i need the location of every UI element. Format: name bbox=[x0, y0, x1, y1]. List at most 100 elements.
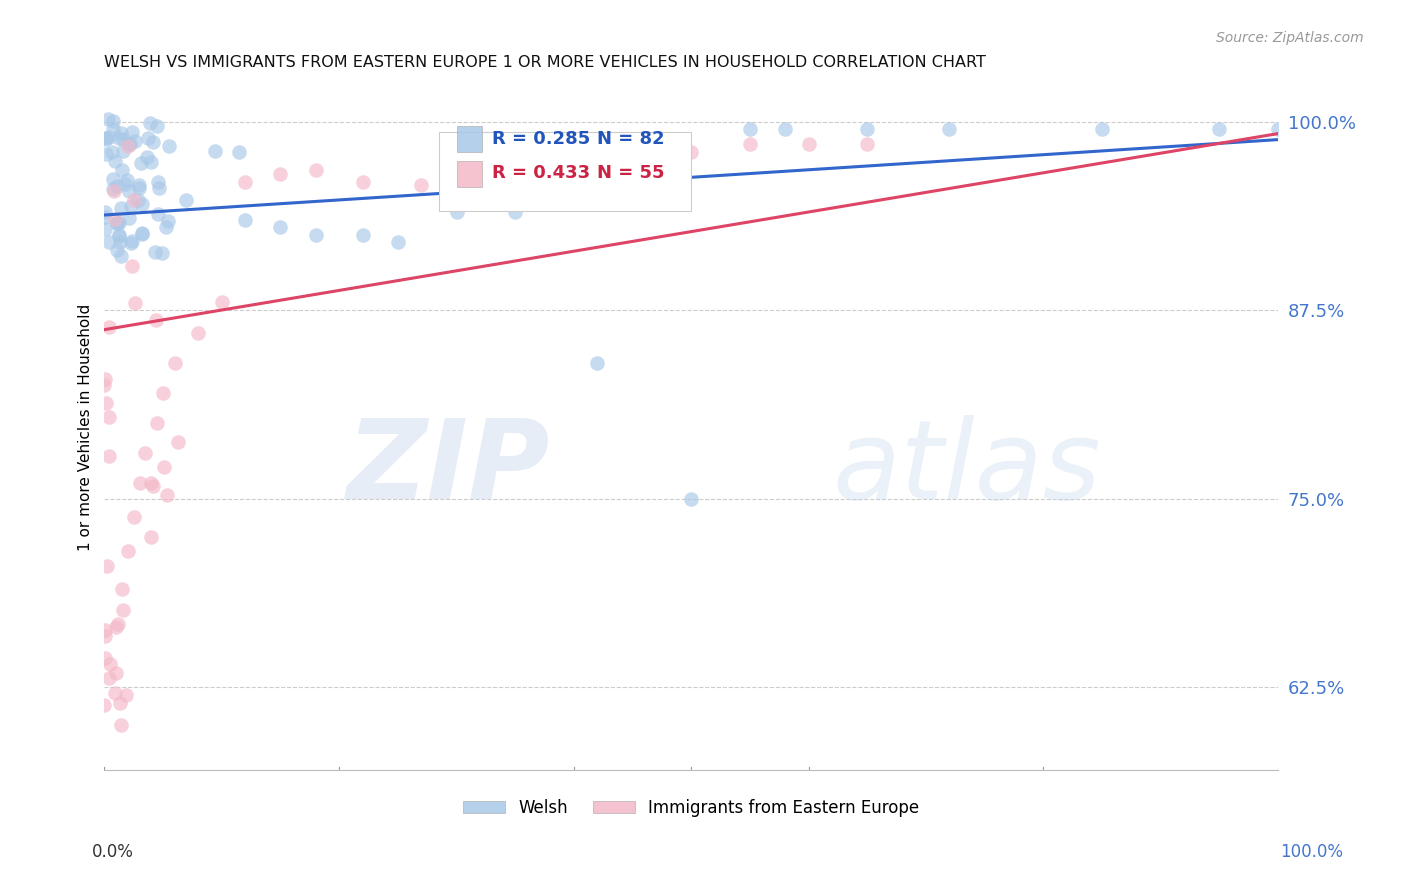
Point bbox=[94, 205, 117, 219]
Point bbox=[157, 139, 180, 153]
Point bbox=[105, 620, 128, 634]
Point bbox=[143, 244, 166, 259]
Point bbox=[167, 435, 190, 450]
Point bbox=[136, 131, 159, 145]
Point bbox=[94, 131, 117, 145]
Point bbox=[121, 235, 143, 249]
Point bbox=[134, 446, 156, 460]
Point bbox=[105, 243, 128, 257]
Point bbox=[738, 137, 761, 152]
Point bbox=[211, 295, 233, 310]
Point bbox=[110, 696, 132, 710]
Point bbox=[93, 651, 115, 665]
Point bbox=[129, 156, 152, 170]
Point bbox=[97, 672, 120, 686]
Point bbox=[538, 160, 561, 174]
Point bbox=[108, 227, 131, 242]
Point bbox=[120, 136, 142, 151]
Point bbox=[98, 130, 121, 145]
Point bbox=[93, 698, 115, 713]
Point bbox=[97, 112, 120, 126]
Point bbox=[145, 312, 167, 326]
Point bbox=[110, 235, 132, 249]
Y-axis label: 1 or more Vehicles in Household: 1 or more Vehicles in Household bbox=[79, 303, 93, 550]
Point bbox=[122, 509, 145, 524]
Point bbox=[127, 193, 149, 207]
Point bbox=[96, 558, 118, 573]
Point bbox=[1091, 122, 1114, 136]
Point bbox=[110, 718, 132, 732]
Point bbox=[305, 162, 328, 177]
Point bbox=[105, 216, 128, 230]
Point bbox=[105, 216, 128, 230]
Text: 0.0%: 0.0% bbox=[91, 843, 134, 861]
Point bbox=[204, 144, 226, 158]
Point bbox=[156, 213, 179, 227]
Point bbox=[121, 259, 143, 273]
Text: Source: ZipAtlas.com: Source: ZipAtlas.com bbox=[1216, 31, 1364, 45]
Text: 100.0%: 100.0% bbox=[1279, 843, 1343, 861]
Point bbox=[738, 122, 761, 136]
Point bbox=[93, 377, 115, 392]
FancyBboxPatch shape bbox=[457, 161, 482, 186]
Point bbox=[94, 629, 117, 643]
Point bbox=[104, 153, 127, 168]
Point bbox=[139, 155, 162, 169]
Point bbox=[118, 184, 141, 198]
Point bbox=[96, 132, 118, 146]
Point bbox=[411, 178, 433, 192]
Point bbox=[305, 227, 328, 242]
Point bbox=[114, 177, 136, 191]
Point bbox=[146, 175, 169, 189]
Point bbox=[233, 175, 256, 189]
Point bbox=[387, 235, 409, 249]
Point bbox=[94, 396, 117, 410]
Point bbox=[139, 116, 162, 130]
Point bbox=[117, 138, 139, 153]
Point bbox=[107, 617, 129, 632]
Point bbox=[101, 122, 124, 136]
Point bbox=[153, 459, 176, 474]
Point bbox=[148, 180, 170, 194]
Point bbox=[105, 179, 128, 194]
Point bbox=[797, 137, 820, 152]
Point bbox=[124, 296, 146, 310]
Point bbox=[101, 113, 124, 128]
Point bbox=[101, 182, 124, 196]
Point bbox=[131, 196, 153, 211]
Point bbox=[110, 126, 132, 140]
Point bbox=[152, 386, 174, 401]
Point bbox=[174, 193, 197, 207]
Point bbox=[446, 205, 468, 219]
Point bbox=[121, 125, 143, 139]
Point bbox=[93, 372, 115, 386]
Point bbox=[101, 172, 124, 186]
Point bbox=[96, 147, 118, 161]
Point bbox=[128, 476, 150, 491]
Text: atlas: atlas bbox=[832, 415, 1101, 522]
Point bbox=[94, 624, 117, 638]
Point bbox=[352, 227, 374, 242]
Text: R = 0.285: R = 0.285 bbox=[492, 129, 591, 148]
Point bbox=[131, 227, 153, 242]
Point bbox=[141, 476, 163, 491]
Point bbox=[108, 217, 131, 231]
Point bbox=[586, 356, 609, 370]
Point bbox=[139, 531, 162, 545]
FancyBboxPatch shape bbox=[439, 132, 692, 211]
Point bbox=[111, 603, 134, 617]
Point bbox=[94, 210, 117, 224]
Text: N = 82: N = 82 bbox=[598, 129, 665, 148]
Point bbox=[269, 220, 291, 235]
Point bbox=[1267, 122, 1289, 136]
Point bbox=[110, 201, 132, 215]
Point bbox=[562, 197, 585, 211]
Text: WELSH VS IMMIGRANTS FROM EASTERN EUROPE 1 OR MORE VEHICLES IN HOUSEHOLD CORRELAT: WELSH VS IMMIGRANTS FROM EASTERN EUROPE … bbox=[104, 55, 986, 70]
Point bbox=[136, 150, 159, 164]
Point bbox=[98, 319, 121, 334]
Point bbox=[155, 219, 177, 234]
Point bbox=[146, 207, 169, 221]
Point bbox=[112, 144, 135, 158]
Point bbox=[233, 212, 256, 227]
Point bbox=[938, 122, 960, 136]
